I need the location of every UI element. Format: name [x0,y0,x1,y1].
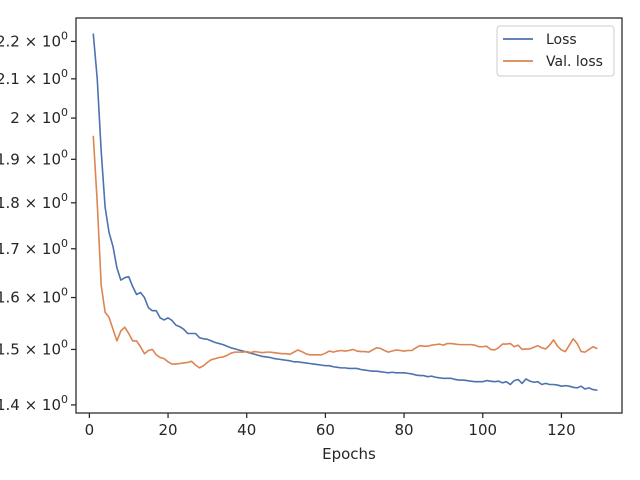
plot-background [76,18,622,413]
y-axis-ticks: 1.4 × 100 1.5 × 100 1.6 × 100 1.7 × 100 1.8 … [0,29,76,414]
series-line-loss [92,33,598,391]
legend: Loss Val. loss [496,25,615,77]
y-tick-label: 1.9 × 100 [0,147,68,168]
x-axis-ticks: 0 20 40 60 80 100 120 [85,413,576,439]
y-tick-label: 1.6 × 100 [0,286,68,307]
x-tick-label: 120 [547,421,576,439]
x-tick-label: 100 [468,421,497,439]
y-tick-label: 1.5 × 100 [0,337,68,358]
x-tick-label: 40 [237,421,256,439]
y-tick-label: 2 × 100 [10,106,68,127]
y-tick-label: 1.4 × 100 [0,393,68,414]
series-lines [92,33,598,391]
plot-frame [75,17,623,414]
legend-label: Val. loss [546,54,603,70]
x-tick-label: 20 [159,421,178,439]
x-tick-label: 60 [316,421,335,439]
y-tick-label: 1.8 × 100 [0,191,68,212]
y-tick-label: 1.7 × 100 [0,237,68,258]
x-axis-label: Epochs [322,445,376,463]
legend-label: Loss [546,32,577,48]
series-line-val-loss [92,135,598,369]
y-tick-label: 2.2 × 100 [0,29,68,50]
y-tick-label: 2.1 × 100 [0,67,68,88]
x-tick-label: 80 [395,421,414,439]
x-tick-label: 0 [85,421,95,439]
